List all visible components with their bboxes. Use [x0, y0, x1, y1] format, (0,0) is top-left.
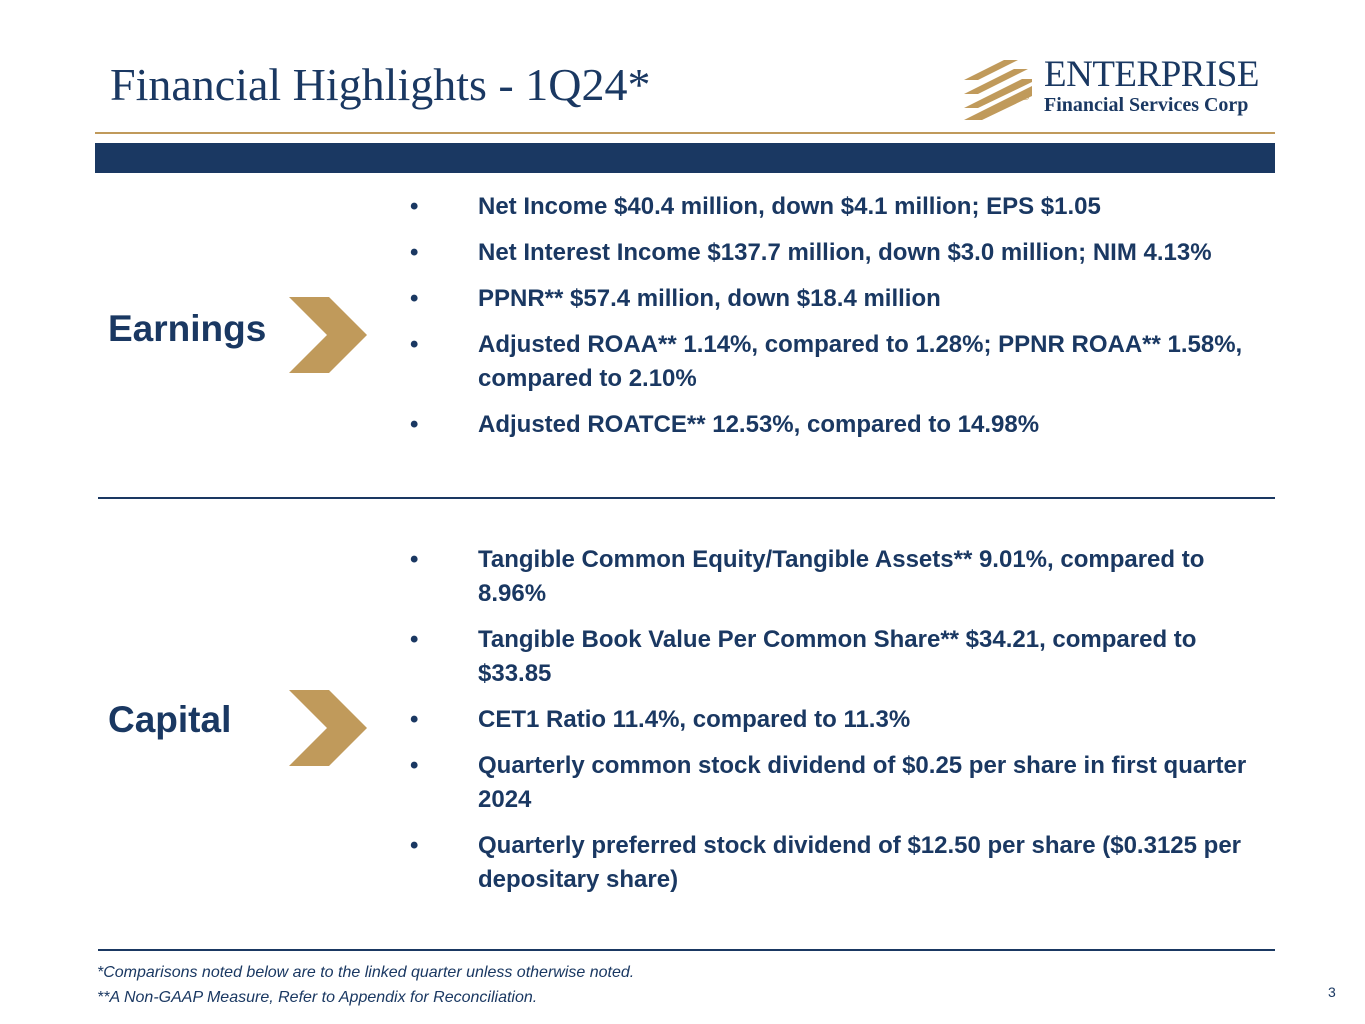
- list-item: • Net Interest Income $137.7 million, dow…: [408, 236, 1268, 270]
- header-navy-bar: [95, 143, 1275, 173]
- bullet-text: Quarterly preferred stock dividend of $1…: [478, 832, 1242, 893]
- bullet-dot: •: [410, 706, 419, 733]
- enterprise-logo-mark-icon: [964, 60, 1032, 120]
- registered-mark: ®: [1022, 92, 1030, 103]
- company-logo: ENTERPRISE ® Financial Services Corp: [962, 54, 1274, 122]
- bullet-text: Net Interest Income $137.7 million, down…: [478, 239, 1212, 266]
- bullet-dot: •: [410, 546, 419, 573]
- logo-subtitle: Financial Services Corp: [1044, 94, 1249, 116]
- earnings-section-label: Earnings: [108, 308, 267, 349]
- bullet-dot: •: [410, 331, 419, 358]
- list-item: • Adjusted ROAA** 1.14%, compared to 1.28…: [408, 328, 1268, 396]
- bullet-text: CET1 Ratio 11.4%, compared to 11.3%: [478, 706, 911, 733]
- capital-bullet-list: • Tangible Common Equity/Tangible Assets*…: [408, 543, 1268, 909]
- list-item: • Net Income $40.4 million, down $4.1 mil…: [408, 190, 1268, 224]
- bullet-text: Net Income $40.4 million, down $4.1 mill…: [478, 193, 1101, 220]
- earnings-bullet-list: • Net Income $40.4 million, down $4.1 mil…: [408, 190, 1268, 454]
- chevron-right-icon: [289, 690, 367, 766]
- logo-name: ENTERPRISE: [1044, 54, 1259, 95]
- bullet-text: PPNR** $57.4 million, down $18.4 million: [478, 285, 941, 312]
- list-item: • Quarterly preferred stock dividend of $…: [408, 829, 1268, 897]
- bullet-dot: •: [410, 193, 419, 220]
- bullet-text: Quarterly common stock dividend of $0.25…: [478, 752, 1247, 813]
- list-item: • Tangible Book Value Per Common Share** …: [408, 623, 1268, 691]
- bullet-text: Tangible Common Equity/Tangible Assets**…: [478, 546, 1205, 607]
- footnote-non-gaap: **A Non-GAAP Measure, Refer to Appendix …: [97, 989, 538, 1006]
- bullet-dot: •: [410, 285, 419, 312]
- page-number: 3: [1328, 984, 1336, 1000]
- bullet-dot: •: [410, 239, 419, 266]
- list-item: • Quarterly common stock dividend of $0.2…: [408, 749, 1268, 817]
- list-item: • Tangible Common Equity/Tangible Assets*…: [408, 543, 1268, 611]
- chevron-right-icon: [289, 297, 367, 373]
- bullet-text: Tangible Book Value Per Common Share** $…: [478, 626, 1197, 687]
- gold-rule-divider: [95, 132, 1275, 134]
- bullet-dot: •: [410, 752, 419, 779]
- section-divider: [98, 497, 1275, 499]
- list-item: • CET1 Ratio 11.4%, compared to 11.3%: [408, 703, 1268, 737]
- list-item: • PPNR** $57.4 million, down $18.4 millio…: [408, 282, 1268, 316]
- capital-section-label: Capital: [108, 699, 232, 740]
- bullet-dot: •: [410, 832, 419, 859]
- bullet-text: Adjusted ROATCE** 12.53%, compared to 14…: [478, 411, 1040, 438]
- list-item: • Adjusted ROATCE** 12.53%, compared to 1…: [408, 408, 1268, 442]
- footnote-comparisons: *Comparisons noted below are to the link…: [97, 964, 635, 981]
- bullet-dot: •: [410, 626, 419, 653]
- footer-divider: [98, 949, 1275, 951]
- page-title: Financial Highlights - 1Q24*: [110, 59, 651, 110]
- bullet-text: Adjusted ROAA** 1.14%, compared to 1.28%…: [478, 331, 1243, 392]
- bullet-dot: •: [410, 411, 419, 438]
